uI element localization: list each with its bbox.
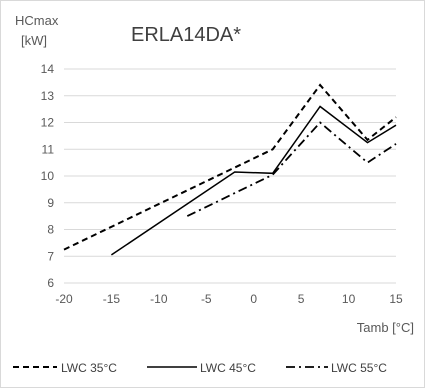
series-line-1 <box>63 83 397 251</box>
y-tick-label-14: 14 <box>41 62 55 76</box>
y-axis-label-line2: [kW] <box>21 33 47 48</box>
chart-title: ERLA14DA* <box>131 24 241 46</box>
legend: LWC 35°C LWC 45°C LWC 55°C <box>13 361 387 375</box>
y-tick-label-10: 10 <box>41 169 55 183</box>
x-tick-label-15: 15 <box>389 292 403 306</box>
legend-label-lwc35: LWC 35°C <box>61 361 117 375</box>
y-tick-label-11: 11 <box>42 142 55 156</box>
y-tick-labels: 6 7 8 9 10 11 12 13 14 <box>41 62 55 290</box>
y-tick-label-6: 6 <box>47 276 54 290</box>
x-tick-label--10: -10 <box>150 292 168 306</box>
y-tick-label-9: 9 <box>47 196 54 210</box>
y-axis-label-line1: HCmax <box>15 13 59 28</box>
x-tick-label-5: 5 <box>298 292 305 306</box>
legend-label-lwc45: LWC 45°C <box>200 361 256 375</box>
x-tick-label-0: 0 <box>250 292 257 306</box>
x-tick-label--5: -5 <box>201 292 212 306</box>
y-tick-label-13: 13 <box>41 89 55 103</box>
x-tick-label--20: -20 <box>55 292 73 306</box>
legend-label-lwc55: LWC 55°C <box>331 361 387 375</box>
y-tick-label-7: 7 <box>47 249 54 263</box>
x-tick-labels: -20 -15 -10 -5 0 5 10 15 <box>55 292 403 306</box>
series-line-2 <box>110 105 397 256</box>
x-axis-label: Tamb [°C] <box>357 320 414 335</box>
series-line-3 <box>186 121 397 217</box>
x-tick-label--15: -15 <box>103 292 121 306</box>
x-tick-label-10: 10 <box>342 292 356 306</box>
series-layer <box>63 83 397 256</box>
y-tick-label-8: 8 <box>47 223 54 237</box>
y-tick-label-12: 12 <box>41 116 55 130</box>
